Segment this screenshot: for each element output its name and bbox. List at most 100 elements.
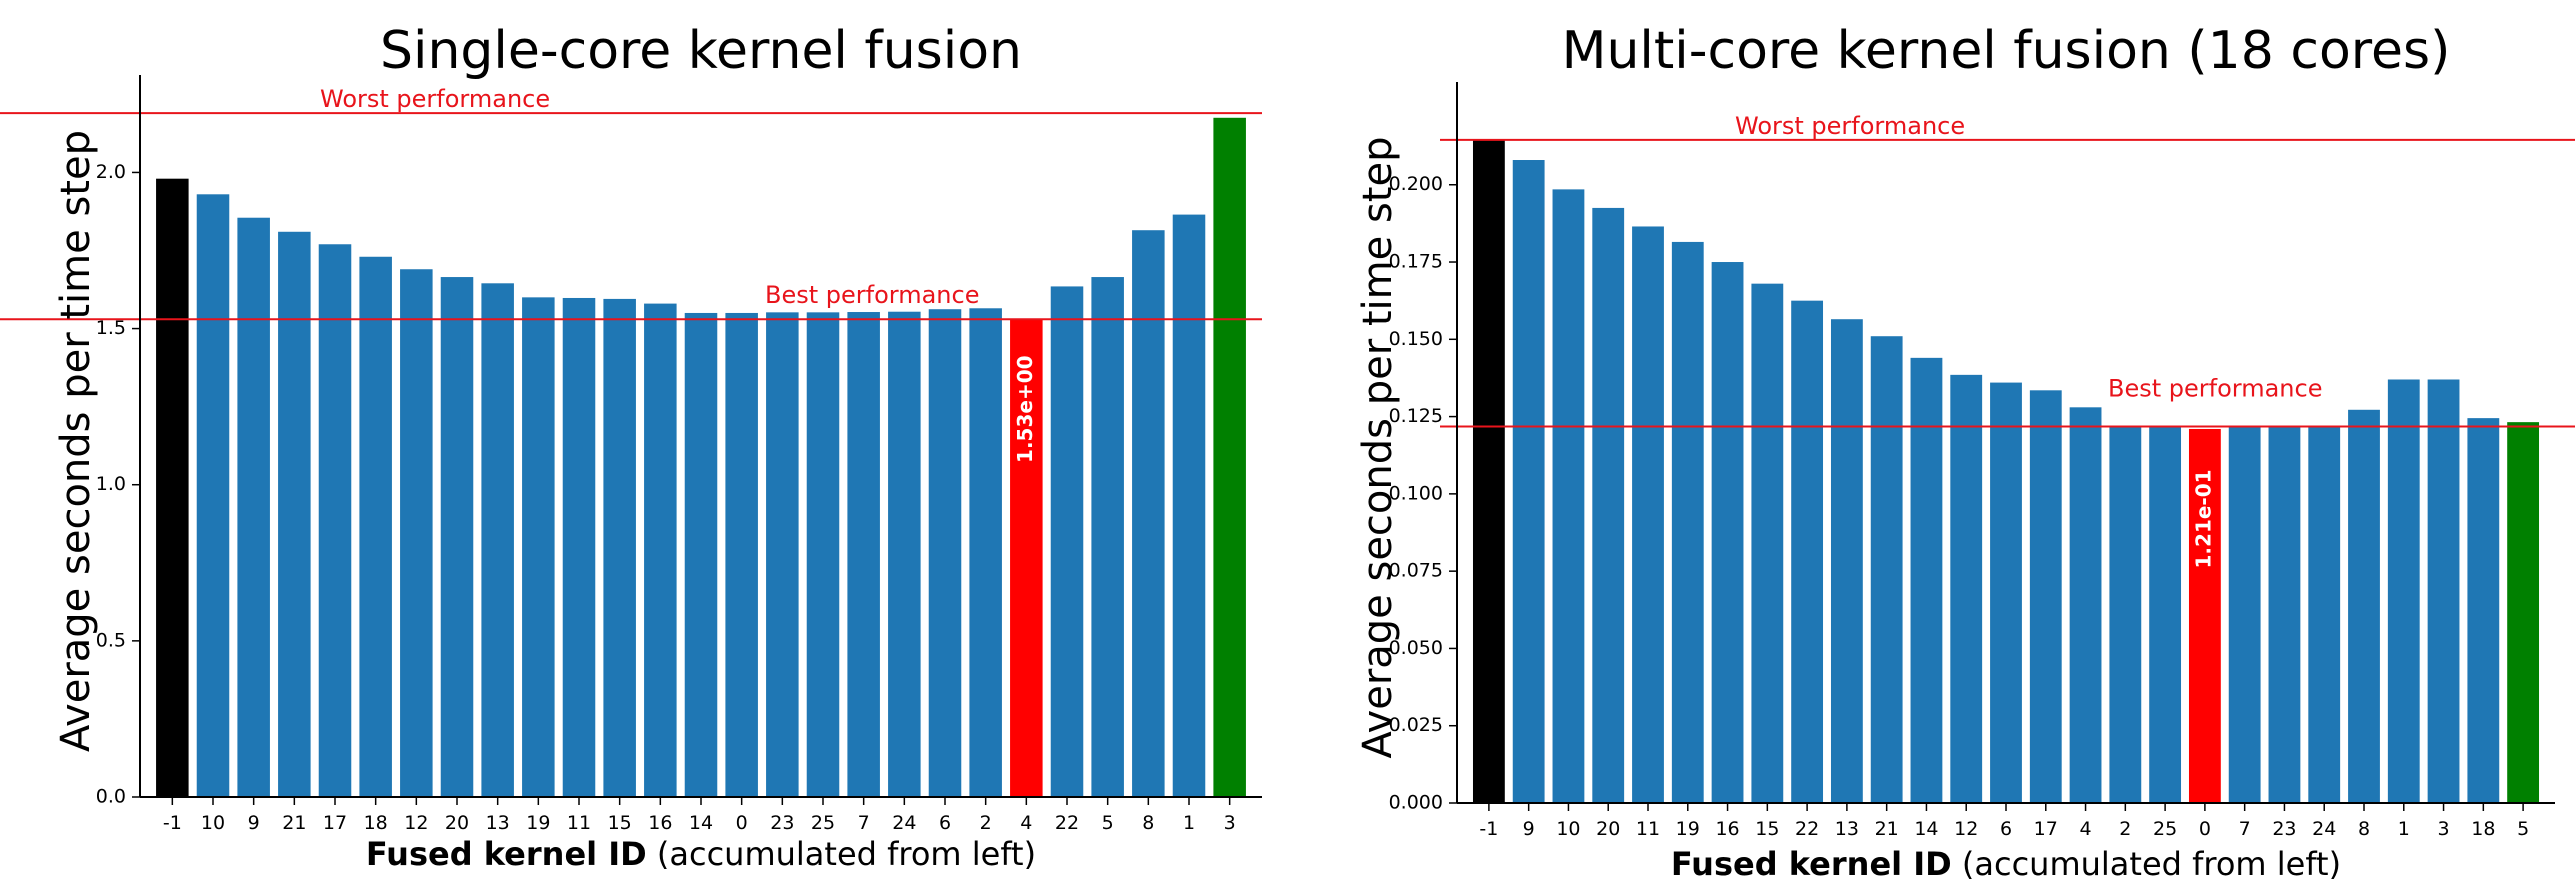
- x-tick-label: 12: [404, 812, 428, 834]
- bar-17: [318, 244, 352, 797]
- bar-22: [1050, 286, 1084, 797]
- y-tick-label: 0.175: [1389, 251, 1443, 273]
- bar-1: [1172, 214, 1206, 797]
- x-axis-label: Fused kernel ID (accumulated from left): [1671, 845, 2341, 883]
- bar-16: [644, 303, 677, 797]
- y-tick-label: 0.075: [1389, 560, 1443, 582]
- x-tick-label: 2: [980, 812, 992, 834]
- x-tick-label: 24: [892, 812, 916, 834]
- x-axis-label-bold: Fused kernel ID: [366, 835, 647, 873]
- y-tick-label: 1.5: [96, 317, 126, 339]
- x-axis-label: Fused kernel ID (accumulated from left): [366, 835, 1036, 873]
- best-performance-label: Best performance: [765, 281, 979, 309]
- bar-22: [1791, 300, 1824, 803]
- x-tick-label: 23: [770, 812, 794, 834]
- x-tick-label: 18: [364, 812, 388, 834]
- bar-5: [2507, 422, 2540, 803]
- x-tick-label: 12: [1954, 818, 1978, 840]
- x-tick-label: 18: [2471, 818, 2495, 840]
- x-tick-label: -1: [1479, 818, 1498, 840]
- bar-20: [440, 277, 474, 798]
- multi-core-chart: Multi-core kernel fusion (18 cores)-1 9 10…: [1355, 21, 2575, 883]
- x-tick-label: 19: [526, 812, 550, 834]
- x-tick-label: 5: [1102, 812, 1114, 834]
- bar--1: [156, 178, 189, 797]
- bar-2: [969, 308, 1002, 797]
- x-axis-label-rest: (accumulated from left): [647, 835, 1036, 873]
- bar-16: [1711, 262, 1744, 803]
- x-tick-label: 25: [811, 812, 835, 834]
- x-tick-label: 13: [1835, 818, 1859, 840]
- x-tick-label: 6: [939, 812, 951, 834]
- bar-10: [196, 194, 230, 798]
- y-tick-label: 0.150: [1389, 328, 1443, 350]
- x-tick-label: 20: [445, 812, 469, 834]
- x-tick-label: 1: [1183, 812, 1195, 834]
- bar-6: [1990, 382, 2022, 803]
- x-tick-label: 7: [858, 812, 870, 834]
- x-tick-label: 8: [2358, 818, 2370, 840]
- x-tick-label: 20: [1596, 818, 1620, 840]
- x-tick-label: 10: [1556, 818, 1580, 840]
- bar-9: [1512, 160, 1545, 804]
- y-tick-label: 0.025: [1389, 714, 1443, 736]
- bar-13: [1830, 319, 1863, 803]
- x-tick-label: 11: [567, 812, 591, 834]
- x-tick-label: 17: [2034, 818, 2058, 840]
- bar-14: [684, 312, 718, 797]
- bar-3: [1213, 117, 1246, 797]
- bar-12: [400, 269, 433, 797]
- x-tick-label: 15: [1755, 818, 1779, 840]
- worst-performance-label: Worst performance: [320, 85, 550, 113]
- bar-1: [2387, 379, 2420, 803]
- bar-15: [1751, 283, 1784, 803]
- x-axis-label-bold: Fused kernel ID: [1671, 845, 1952, 883]
- bar-9: [237, 217, 270, 797]
- bar--1: [1472, 139, 1505, 803]
- x-tick-label: 2: [2119, 818, 2131, 840]
- bar-8: [1132, 230, 1165, 798]
- x-tick-label: 22: [1795, 818, 1819, 840]
- x-tick-label: 23: [2272, 818, 2296, 840]
- bar-5: [1091, 277, 1124, 798]
- x-tick-label: 11: [1636, 818, 1660, 840]
- bar-4: [1010, 319, 1043, 797]
- x-tick-label: 13: [486, 812, 510, 834]
- x-tick-label: 0: [736, 812, 748, 834]
- x-tick-label: 21: [1875, 818, 1899, 840]
- x-tick-label: 25: [2153, 818, 2177, 840]
- y-axis-label: Average seconds per time step: [53, 130, 99, 752]
- x-tick-label: 22: [1055, 812, 1079, 834]
- best-value-label: 1.21e-01: [2191, 469, 2215, 568]
- chart-title: Multi-core kernel fusion (18 cores): [1562, 21, 2451, 81]
- x-tick-label: 19: [1676, 818, 1700, 840]
- bar-13: [481, 283, 514, 798]
- bar-25: [806, 312, 840, 797]
- x-tick-label: 3: [2438, 818, 2450, 840]
- x-tick-label: 14: [1914, 818, 1938, 840]
- x-tick-label: 24: [2312, 818, 2336, 840]
- y-tick-label: 0.200: [1389, 173, 1443, 195]
- x-tick-label: 7: [2239, 818, 2251, 840]
- bar-15: [603, 298, 636, 797]
- bar-20: [1592, 207, 1625, 803]
- bar-24: [2308, 425, 2341, 803]
- x-tick-label: 16: [648, 812, 672, 834]
- best-performance-label: Best performance: [2108, 374, 2322, 402]
- x-tick-label: 8: [1142, 812, 1154, 834]
- bar-7: [847, 312, 880, 797]
- chart-title: Single-core kernel fusion: [380, 21, 1022, 81]
- x-tick-label: 21: [282, 812, 306, 834]
- x-tick-label: 15: [608, 812, 632, 834]
- y-tick-label: 0.000: [1389, 792, 1443, 814]
- bar-11: [562, 297, 596, 797]
- x-tick-label: 0: [2199, 818, 2211, 840]
- x-tick-label: 4: [2080, 818, 2092, 840]
- x-tick-label: 9: [248, 812, 260, 834]
- bar-3: [2427, 379, 2460, 803]
- bar-23: [766, 312, 799, 797]
- bar-8: [2348, 409, 2380, 803]
- x-tick-label: -1: [163, 812, 182, 834]
- bar-18: [2467, 418, 2500, 803]
